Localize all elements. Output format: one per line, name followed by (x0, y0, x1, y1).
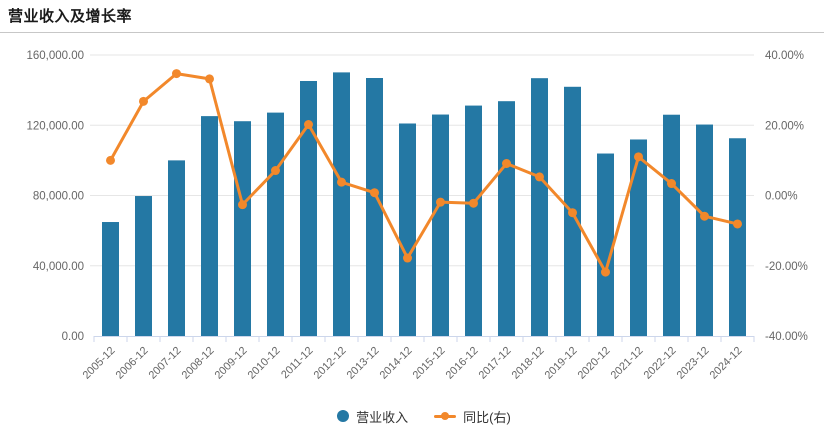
yoy-point[interactable] (601, 267, 610, 277)
revenue-bar[interactable] (399, 123, 416, 337)
yoy-point[interactable] (568, 208, 577, 218)
yoy-point[interactable] (139, 96, 148, 106)
x-axis-label: 2007-12 (147, 345, 184, 382)
revenue-legend-marker (337, 410, 350, 422)
revenue-bar[interactable] (663, 114, 680, 337)
revenue-bar[interactable] (597, 153, 614, 336)
yoy-point[interactable] (634, 152, 643, 162)
x-axis-label: 2011-12 (279, 345, 315, 381)
revenue-bar[interactable] (267, 112, 284, 336)
x-axis-label: 2021-12 (609, 345, 646, 382)
x-axis-label: 2013-12 (345, 345, 382, 382)
x-axis-label: 2017-12 (477, 345, 514, 382)
yoy-point[interactable] (502, 159, 511, 169)
x-axis-label: 2018-12 (510, 345, 547, 382)
x-axis-label: 2008-12 (180, 345, 217, 382)
yoy-line (109, 72, 739, 274)
right-axis-label: -40.00% (765, 331, 808, 343)
yoy-point[interactable] (304, 120, 313, 130)
revenue-bar[interactable] (531, 78, 548, 337)
right-axis-label: 0.00% (765, 191, 798, 203)
revenue-bar[interactable] (102, 222, 119, 336)
legend: 营业收入 同比(右) (94, 405, 754, 427)
x-axis-label: 2024-12 (708, 345, 745, 382)
revenue-bar[interactable] (630, 139, 647, 336)
legend-item-revenue[interactable]: 营业收入 (337, 407, 408, 426)
yoy-legend-label: 同比(右) (463, 409, 511, 425)
revenue-bar[interactable] (300, 80, 317, 337)
x-axis-label: 2016-12 (444, 345, 481, 382)
right-axis-label: 40.00% (765, 50, 804, 62)
x-axis-label: 2009-12 (213, 345, 250, 382)
revenue-legend-label: 营业收入 (356, 409, 409, 425)
x-axis-label: 2005-12 (81, 345, 118, 382)
yoy-point[interactable] (172, 69, 181, 79)
yoy-point[interactable] (700, 211, 709, 221)
revenue-bar[interactable] (234, 121, 251, 336)
yoy-point[interactable] (271, 166, 280, 176)
chart-title: 营业收入及增长率 (8, 8, 133, 25)
x-axis-label: 2015-12 (411, 345, 448, 382)
yoy-legend-marker (434, 411, 457, 421)
right-axis-label: 20.00% (765, 120, 804, 132)
revenue-bar[interactable] (366, 78, 383, 337)
yoy-point[interactable] (667, 179, 676, 189)
revenue-bar[interactable] (432, 114, 449, 337)
yoy-point[interactable] (238, 200, 247, 210)
revenue-bar[interactable] (333, 72, 350, 336)
x-axis-label: 2012-12 (312, 345, 349, 382)
yoy-point[interactable] (106, 155, 115, 165)
left-axis-label: 40,000.00 (33, 261, 84, 273)
yoy-point[interactable] (469, 198, 478, 208)
legend-item-yoy[interactable]: 同比(右) (434, 407, 511, 426)
revenue-bar[interactable] (465, 105, 482, 336)
yoy-point[interactable] (535, 172, 544, 182)
right-axis-label: -20.00% (765, 261, 808, 273)
x-axis-label: 2022-12 (642, 345, 679, 382)
revenue-bar[interactable] (168, 160, 185, 336)
yoy-point[interactable] (403, 253, 412, 263)
x-axis-label: 2010-12 (246, 345, 283, 382)
yoy-point[interactable] (337, 177, 346, 187)
x-axis-label: 2019-12 (543, 345, 580, 382)
title-divider (0, 32, 824, 33)
yoy-point[interactable] (205, 74, 214, 84)
left-axis-label: 0.00 (62, 331, 84, 343)
x-axis-label: 2014-12 (378, 345, 415, 382)
revenue-bar[interactable] (135, 196, 152, 336)
yoy-point[interactable] (733, 219, 742, 229)
left-axis-label: 120,000.00 (26, 120, 84, 132)
revenue-bar[interactable] (729, 138, 746, 336)
revenue-bar[interactable] (696, 124, 713, 336)
revenue-bar[interactable] (201, 116, 218, 337)
yoy-point[interactable] (370, 188, 379, 198)
x-axis-label: 2006-12 (114, 345, 151, 382)
yoy-point[interactable] (436, 197, 445, 207)
left-axis-label: 80,000.00 (33, 191, 84, 203)
revenue-bar[interactable] (498, 101, 515, 336)
left-axis-label: 160,000.00 (26, 50, 84, 62)
x-axis-label: 2023-12 (675, 345, 712, 382)
x-axis-label: 2020-12 (576, 345, 613, 382)
